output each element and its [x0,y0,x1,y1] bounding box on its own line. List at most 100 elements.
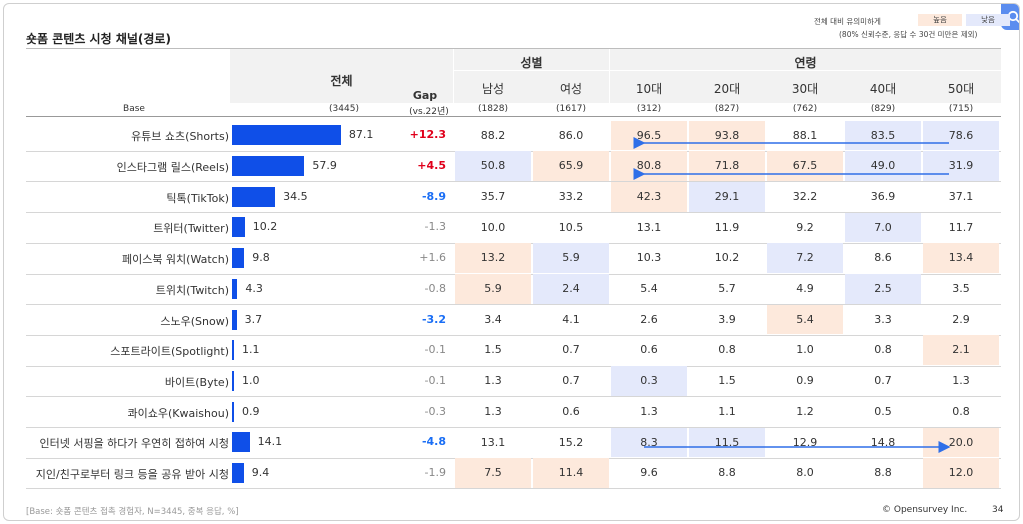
column-base-6: (715) [948,104,974,114]
table-cell: 5.9 [455,274,531,304]
gap-value: -1.9 [424,466,446,480]
header-gender-bg [454,48,609,103]
page-number: 34 [992,505,1004,515]
table-cell: 71.8 [689,151,765,181]
base-rule [26,116,1001,117]
row-label: 틱톡(TikTok) [166,191,229,205]
table-cell: 10.5 [558,220,584,234]
header-age-bg [610,48,1001,103]
header-gap: Gap [412,89,438,102]
table-cell: 9.2 [796,220,814,234]
total-bar [232,309,237,330]
table-cell: 1.3 [484,404,502,418]
table-cell: 12.9 [792,435,818,449]
total-bar [232,278,238,299]
table-cell: 8.6 [874,251,892,265]
total-value: 14.1 [257,435,283,449]
table-cell: 2.1 [923,335,999,366]
total-value: 0.9 [242,404,260,418]
table-cell: 80.8 [611,151,687,181]
gap-value: -0.1 [424,343,446,357]
gap-value: -8.9 [421,189,446,203]
total-bar [232,217,245,238]
base-label: Base [123,104,145,114]
table-cell: 10.3 [636,251,662,265]
row-label: 트위터(Twitter) [153,222,229,236]
slide-frame: 숏폼 콘텐츠 시청 채널(경로) 전체 대비 유의미하게 높음 낮음 (80% … [3,3,1020,521]
table-cell: 0.6 [562,404,580,418]
table-cell: 2.4 [533,274,609,304]
total-value: 9.8 [252,251,270,265]
column-header-0: 남성 [481,82,505,96]
gap-sub: (vs.22년) [409,107,449,117]
column-header-5: 40대 [869,82,897,96]
table-cell: 0.9 [796,374,814,388]
row-label: 지인/친구로부터 링크 등을 공유 받아 시청 [35,468,229,482]
row-divider [26,365,1001,367]
row-divider [26,396,1001,398]
table-cell: 5.9 [533,243,609,273]
total-bar [232,401,234,422]
table-cell: 20.0 [923,427,999,458]
column-base-3: (827) [714,104,740,114]
total-bar [232,248,245,269]
table-cell: 88.1 [792,128,818,142]
table-cell: 0.8 [874,343,892,357]
table-cell: 0.3 [611,366,687,396]
row-divider [26,488,1001,490]
total-base: (3445) [329,104,359,114]
table-cell: 35.7 [480,189,506,203]
gap-value: -1.3 [424,220,446,234]
table-cell: 3.3 [874,312,892,326]
total-value: 87.1 [348,128,374,142]
table-cell: 13.1 [636,220,662,234]
row-divider [26,304,1001,306]
gap-value: -3.2 [421,312,446,326]
chart-title: 숏폼 콘텐츠 시청 채널(경로) [26,32,171,46]
gap-value: +4.5 [417,159,446,173]
gap-value: -0.1 [424,373,446,387]
gap-value: +12.3 [409,128,446,142]
table-cell: 0.5 [874,404,892,418]
column-header-3: 20대 [713,82,741,96]
column-header-6: 50대 [947,82,975,96]
total-bar [232,156,305,177]
column-base-4: (762) [792,104,818,114]
table-cell: 2.6 [640,312,658,326]
column-header-2: 10대 [635,82,663,96]
table-cell: 8.8 [874,466,892,480]
table-cell: 13.1 [480,435,506,449]
table-cell: 9.6 [640,466,658,480]
table-cell: 12.0 [923,458,999,488]
table-cell: 1.2 [796,404,814,418]
column-base-0: (1828) [478,104,508,114]
row-label: 인스타그램 릴스(Reels) [116,161,229,175]
table-cell: 67.5 [767,151,843,181]
column-base-2: (312) [636,104,662,114]
table-cell: 31.9 [923,151,999,181]
table-cell: 1.3 [484,374,502,388]
table-cell: 13.2 [455,243,531,273]
table-cell: 1.5 [484,343,502,357]
header-top-rule [26,48,1001,49]
table-cell: 83.5 [845,120,921,151]
table-cell: 5.7 [718,282,736,295]
table-cell: 8.0 [796,466,814,480]
table-cell: 13.4 [923,243,999,273]
table-cell: 3.5 [952,282,970,295]
header-total-bg [230,48,453,103]
table-cell: 5.4 [640,282,658,295]
table-cell: 1.0 [796,343,814,357]
row-label: 스포트라이트(Spotlight) [110,345,229,359]
table-cell: 1.3 [640,404,658,418]
gap-value: -0.3 [424,404,446,418]
total-value: 9.4 [251,466,270,480]
row-label: 트위치(Twitch) [155,283,229,297]
table-cell: 32.2 [792,189,818,203]
table-cell: 78.6 [923,120,999,151]
total-bar [232,432,250,453]
gap-value: -0.8 [424,281,446,295]
footer-brand: © Opensurvey Inc. [882,505,968,515]
table-cell: 86.0 [558,128,584,142]
row-divider [26,427,1001,428]
